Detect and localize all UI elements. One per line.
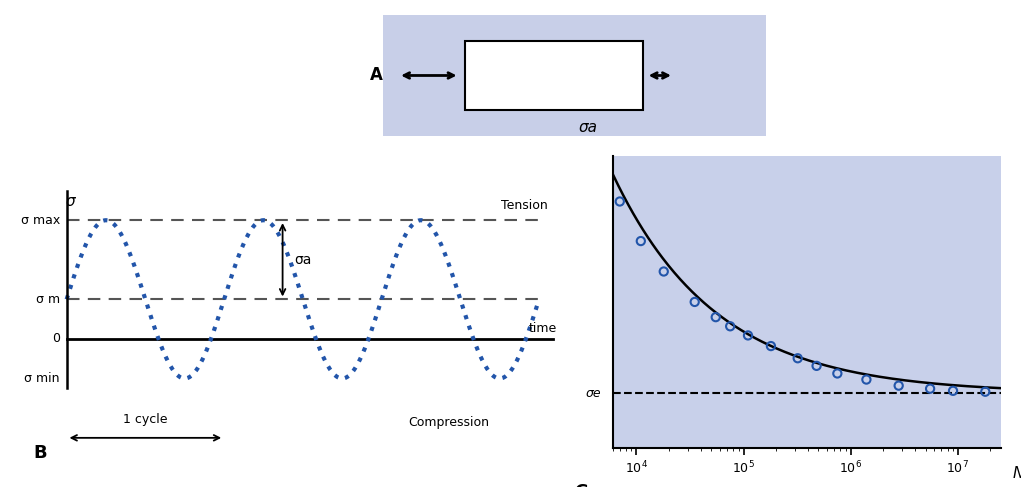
Point (740, 332, 757, 339)
Text: B: B (33, 444, 47, 462)
Text: σe: σe (585, 387, 601, 400)
Point (722, 322, 738, 330)
Bar (383, 15, 766, 136)
Point (922, 385, 938, 393)
Point (686, 298, 702, 306)
Point (708, 313, 724, 321)
Text: Tension: Tension (501, 199, 548, 212)
Point (977, 388, 993, 395)
Text: time: time (529, 322, 557, 335)
Text: σa: σa (294, 253, 311, 267)
Text: σ min: σ min (25, 372, 60, 385)
Text: A: A (370, 67, 383, 84)
Text: σ max: σ max (20, 214, 60, 227)
Text: C: C (574, 483, 587, 487)
Point (612, 198, 628, 206)
Text: Compression: Compression (408, 415, 489, 429)
Text: 0: 0 (52, 333, 60, 345)
Point (655, 268, 672, 276)
Point (829, 370, 845, 377)
Text: σ m: σ m (36, 293, 60, 306)
Text: N: N (1012, 466, 1021, 481)
Text: σ: σ (65, 194, 75, 209)
Point (890, 382, 907, 390)
Text: σa: σa (578, 120, 597, 135)
Point (809, 362, 825, 370)
Point (789, 355, 806, 362)
Point (633, 237, 649, 245)
Point (859, 375, 875, 383)
Point (763, 342, 779, 350)
Text: 1 cycle: 1 cycle (124, 413, 167, 426)
Bar (465, 41, 643, 110)
Point (944, 387, 961, 394)
